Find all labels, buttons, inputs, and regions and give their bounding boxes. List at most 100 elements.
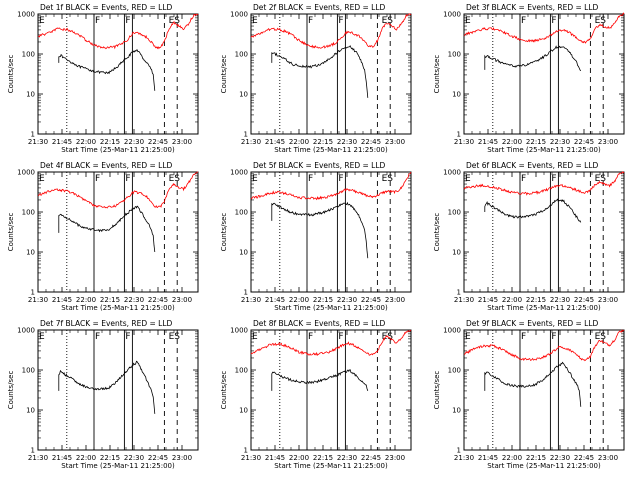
marker-label: F	[338, 332, 343, 342]
events-series-line	[484, 45, 582, 72]
x-tick-label: 21:30	[454, 138, 474, 146]
x-tick-label: 22:15	[100, 138, 120, 146]
marker-label: E	[252, 174, 258, 184]
y-tick-label: 1	[31, 131, 35, 139]
x-tick-label: 22:45	[361, 138, 381, 146]
y-tick-label: 100	[448, 51, 461, 59]
y-tick-label: 10	[452, 407, 461, 415]
plot-frame	[250, 329, 412, 451]
events-series-line	[271, 45, 369, 98]
marker-label: E	[39, 16, 45, 26]
events-series-line	[271, 201, 369, 259]
x-tick-label: 22:45	[148, 138, 168, 146]
y-tick-label: 100	[22, 51, 35, 59]
marker-label: F	[521, 332, 526, 342]
x-tick-label: 21:30	[454, 454, 474, 462]
panel-title: Det 6f BLACK = Events, RED = LLD	[466, 161, 599, 170]
marker-label: ES	[595, 332, 607, 342]
x-tick-label: 22:30	[550, 138, 570, 146]
x-tick-label: 23:00	[385, 138, 405, 146]
y-tick-label: 1000	[17, 327, 35, 335]
y-axis-label: Counts/sec	[220, 213, 228, 252]
x-tick-label: 22:30	[550, 296, 570, 304]
y-tick-label: 100	[235, 367, 248, 375]
plot-frame	[250, 13, 412, 135]
plot-frame	[463, 13, 625, 135]
panel-8: Det 8f BLACK = Events, RED = LLD 1 10 100 10…	[220, 319, 412, 470]
x-axis-label: Start Time (25-Mar-11 21:25:00)	[61, 146, 175, 154]
panel-title: Det 9f BLACK = Events, RED = LLD	[466, 319, 599, 328]
marker-label: F	[95, 16, 100, 26]
marker-label: E	[39, 174, 45, 184]
marker-label: F	[521, 16, 526, 26]
lld-series-line	[250, 171, 412, 201]
x-tick-label: 22:30	[337, 454, 357, 462]
x-tick-label: 21:30	[241, 296, 261, 304]
marker-label: ES	[169, 332, 181, 342]
marker-label: F	[125, 174, 130, 184]
y-tick-label: 10	[452, 249, 461, 257]
x-tick-label: 21:45	[478, 296, 498, 304]
y-tick-label: 10	[239, 91, 248, 99]
panel-5: Det 5f BLACK = Events, RED = LLD 1 10 100 10…	[220, 161, 412, 312]
marker-label: ES	[382, 16, 394, 26]
panel-title: Det 1f BLACK = Events, RED = LLD	[40, 3, 173, 12]
y-tick-label: 100	[235, 51, 248, 59]
x-tick-label: 21:30	[28, 138, 48, 146]
x-tick-label: 22:30	[337, 138, 357, 146]
x-tick-label: 21:30	[28, 454, 48, 462]
x-tick-label: 22:00	[289, 138, 309, 146]
x-tick-label: 22:45	[574, 138, 594, 146]
x-axis-label: Start Time (25-Mar-11 21:25:00)	[487, 146, 601, 154]
plot-frame	[250, 171, 412, 293]
y-tick-label: 10	[26, 249, 35, 257]
panel-4: Det 4f BLACK = Events, RED = LLD 1 10 100 10…	[7, 161, 199, 312]
panel-title: Det 8f BLACK = Events, RED = LLD	[253, 319, 386, 328]
lld-series-line	[463, 329, 625, 362]
marker-label: F	[95, 174, 100, 184]
marker-label: ES	[169, 16, 181, 26]
x-tick-label: 23:00	[598, 138, 618, 146]
y-tick-label: 1	[244, 289, 248, 297]
lld-series-line	[250, 329, 412, 356]
y-tick-label: 1	[457, 289, 461, 297]
y-tick-label: 10	[239, 249, 248, 257]
marker-label: F	[125, 16, 130, 26]
x-tick-label: 22:00	[289, 296, 309, 304]
marker-label: F	[95, 332, 100, 342]
x-axis-label: Start Time (25-Mar-11 21:25:00)	[274, 146, 388, 154]
y-tick-label: 1000	[230, 327, 248, 335]
marker-label: F	[551, 332, 556, 342]
x-tick-label: 23:00	[598, 454, 618, 462]
x-tick-label: 23:00	[172, 454, 192, 462]
y-axis-label: Counts/sec	[220, 55, 228, 94]
x-tick-label: 22:00	[502, 454, 522, 462]
y-tick-label: 10	[26, 407, 35, 415]
x-tick-label: 22:45	[574, 296, 594, 304]
plot-frame	[37, 329, 199, 451]
y-tick-label: 1000	[17, 169, 35, 177]
x-tick-label: 22:00	[289, 454, 309, 462]
x-tick-label: 21:45	[265, 138, 285, 146]
x-tick-label: 22:30	[124, 454, 144, 462]
x-tick-label: 22:00	[76, 138, 96, 146]
y-tick-label: 1	[457, 447, 461, 455]
y-axis-label: Counts/sec	[433, 213, 441, 252]
y-axis-label: Counts/sec	[7, 213, 15, 252]
lld-series-line	[37, 13, 199, 50]
y-tick-label: 1	[457, 131, 461, 139]
lld-series-line	[250, 13, 412, 49]
y-tick-label: 10	[26, 91, 35, 99]
y-tick-label: 1000	[230, 11, 248, 19]
x-tick-label: 22:15	[100, 454, 120, 462]
marker-label: F	[308, 16, 313, 26]
x-tick-label: 22:00	[502, 138, 522, 146]
y-axis-label: Counts/sec	[433, 55, 441, 94]
marker-label: E	[465, 16, 471, 26]
x-tick-label: 21:45	[52, 138, 72, 146]
x-tick-label: 21:45	[478, 138, 498, 146]
marker-label: F	[308, 332, 313, 342]
x-axis-label: Start Time (25-Mar-11 21:25:00)	[274, 304, 388, 312]
y-tick-label: 1000	[443, 169, 461, 177]
